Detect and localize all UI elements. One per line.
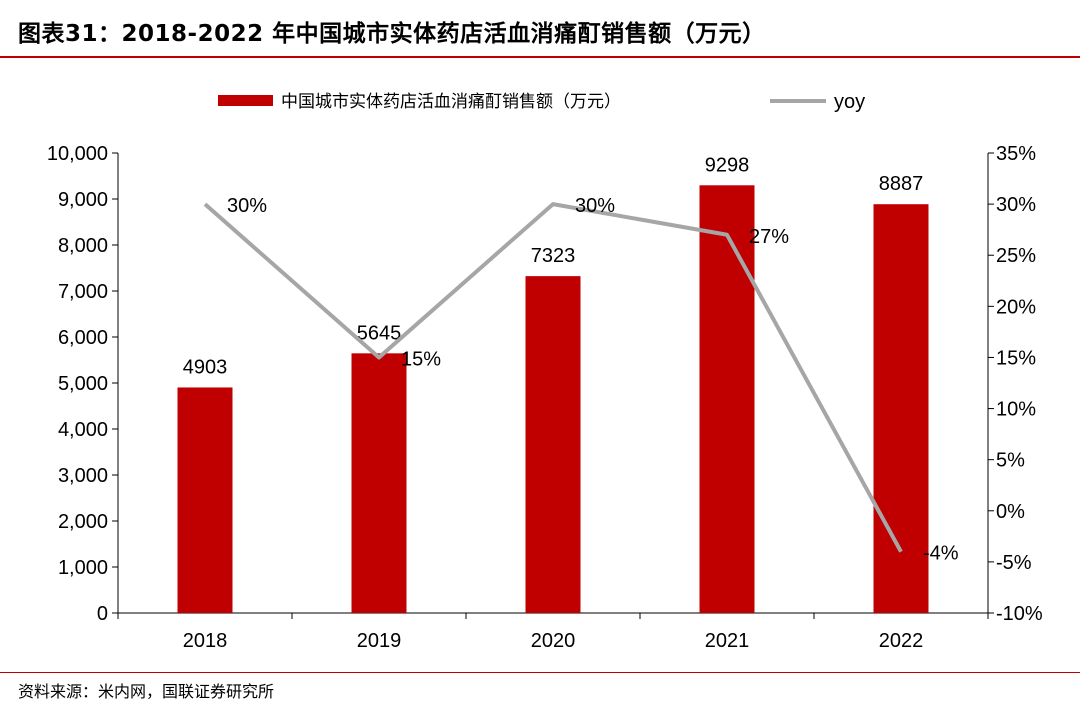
legend-line-label: yoy <box>834 91 865 113</box>
right-axis-tick-label: 0% <box>996 501 1025 523</box>
right-axis-tick-label: 35% <box>996 143 1036 165</box>
bar-value-label: 5645 <box>357 322 402 344</box>
figure-title: 图表31：2018-2022 年中国城市实体药店活血消痛酊销售额（万元） <box>18 21 766 47</box>
bar-value-label: 7323 <box>531 245 576 267</box>
left-axis-tick-label: 2,000 <box>58 511 108 533</box>
legend: 中国城市实体药店活血消痛酊销售额（万元） yoy <box>218 91 865 113</box>
bar <box>525 276 581 613</box>
bar-value-label: 8887 <box>879 173 924 195</box>
right-axis-tick-label: 15% <box>996 347 1036 369</box>
right-axis-tick-label: 30% <box>996 194 1036 216</box>
left-axis-tick-label: 5,000 <box>58 373 108 395</box>
bar-value-label: 4903 <box>183 356 228 378</box>
x-axis-tick-label: 2020 <box>531 630 576 652</box>
x-axis-tick-label: 2022 <box>879 630 924 652</box>
left-axis-tick-label: 10,000 <box>47 143 108 165</box>
bars <box>177 185 929 614</box>
bar <box>177 387 233 613</box>
yoy-value-label: 15% <box>401 348 441 370</box>
yoy-value-label: 27% <box>749 226 789 248</box>
yoy-value-label: -4% <box>923 543 959 565</box>
axes: 0 1,000 2,000 3,000 4,000 5,000 6,000 7,000 8,00… <box>47 143 1043 652</box>
left-axis-tick-label: 6,000 <box>58 327 108 349</box>
right-axis-tick-label: 5% <box>996 450 1025 472</box>
left-axis-tick-label: 9,000 <box>58 189 108 211</box>
left-axis-tick-label: 0 <box>97 603 108 625</box>
yoy-value-label: 30% <box>227 195 267 217</box>
right-axis-tick-label: -5% <box>996 552 1032 574</box>
yoy-value-label: 30% <box>575 195 615 217</box>
x-axis-tick-label: 2019 <box>357 630 402 652</box>
source-note: 资料来源：米内网，国联证券研究所 <box>18 682 275 701</box>
yoy-series: 30% 15% 30% 27% -4% <box>203 195 959 565</box>
left-axis-tick-label: 1,000 <box>58 557 108 579</box>
left-axis-tick-label: 7,000 <box>58 281 108 303</box>
bar <box>873 204 929 613</box>
bar-value-label: 9298 <box>705 154 750 176</box>
x-axis-tick-label: 2021 <box>705 630 750 652</box>
bar <box>351 353 407 613</box>
source-rule <box>0 672 1080 673</box>
left-axis-tick-label: 8,000 <box>58 235 108 257</box>
right-axis-tick-label: 25% <box>996 245 1036 267</box>
legend-bar-swatch <box>218 95 273 106</box>
bar-labels: 4903 5645 7323 9298 8887 <box>183 154 924 378</box>
bar <box>699 185 755 614</box>
left-axis-tick-label: 4,000 <box>58 419 108 441</box>
left-axis-tick-label: 3,000 <box>58 465 108 487</box>
legend-bar-label: 中国城市实体药店活血消痛酊销售额（万元） <box>281 92 621 111</box>
right-axis-tick-label: 10% <box>996 399 1036 421</box>
right-axis-tick-label: 20% <box>996 296 1036 318</box>
title-rule <box>0 56 1080 58</box>
x-axis-tick-label: 2018 <box>183 630 228 652</box>
right-axis-tick-label: -10% <box>996 603 1043 625</box>
